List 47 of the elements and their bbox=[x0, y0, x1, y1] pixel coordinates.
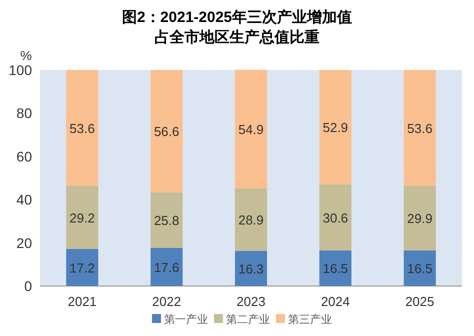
data-label: 53.6 bbox=[407, 120, 432, 136]
bar bbox=[66, 248, 98, 286]
bar bbox=[319, 184, 352, 250]
bar bbox=[234, 188, 268, 251]
x-tick-label: 2022 bbox=[152, 294, 182, 309]
bar bbox=[404, 70, 436, 186]
x-tick-label: 2021 bbox=[68, 294, 97, 309]
bar bbox=[150, 248, 183, 286]
y-tick-label: 0 bbox=[24, 278, 32, 294]
data-label: 29.9 bbox=[407, 211, 432, 226]
data-label: 16.5 bbox=[322, 261, 348, 276]
y-tick-label: 40 bbox=[16, 192, 32, 208]
y-tick-label: 60 bbox=[16, 148, 32, 164]
data-label: 29.2 bbox=[70, 210, 95, 226]
data-label: 17.2 bbox=[70, 260, 95, 276]
bar bbox=[404, 250, 436, 286]
data-label: 25.8 bbox=[154, 213, 180, 228]
bar bbox=[234, 70, 268, 188]
bar bbox=[404, 186, 436, 250]
data-label: 56.6 bbox=[154, 124, 180, 140]
data-label: 17.6 bbox=[154, 260, 180, 275]
bar bbox=[234, 250, 268, 286]
data-label: 16.5 bbox=[407, 261, 432, 276]
data-label: 30.6 bbox=[322, 210, 348, 226]
bar bbox=[319, 70, 352, 184]
legend-label: 第二产业 bbox=[226, 313, 270, 326]
bar bbox=[319, 250, 352, 286]
legend-label: 第三产业 bbox=[288, 313, 332, 326]
x-tick-label: 2025 bbox=[405, 294, 434, 309]
y-tick-label: 80 bbox=[16, 105, 32, 122]
bar bbox=[150, 70, 183, 192]
x-tick-label: 2023 bbox=[236, 294, 266, 309]
data-label: 54.9 bbox=[238, 122, 264, 138]
data-label: 53.6 bbox=[70, 120, 95, 136]
data-label: 28.9 bbox=[238, 212, 264, 228]
y-tick-label: 20 bbox=[16, 234, 32, 251]
chart-subtitle: 占全市地区生产总值比重 bbox=[154, 28, 320, 46]
bar bbox=[66, 186, 98, 249]
bar bbox=[66, 70, 98, 186]
data-label: 52.9 bbox=[322, 120, 348, 136]
bar bbox=[150, 192, 183, 248]
y-axis-title: % bbox=[20, 48, 32, 63]
chart-title: 图2：2021-2025年三次产业增加值 bbox=[122, 9, 352, 26]
y-tick-label: 100 bbox=[8, 62, 32, 78]
x-tick-label: 2024 bbox=[320, 294, 350, 309]
data-label: 16.3 bbox=[238, 261, 264, 276]
legend-label: 第一产业 bbox=[164, 313, 208, 326]
